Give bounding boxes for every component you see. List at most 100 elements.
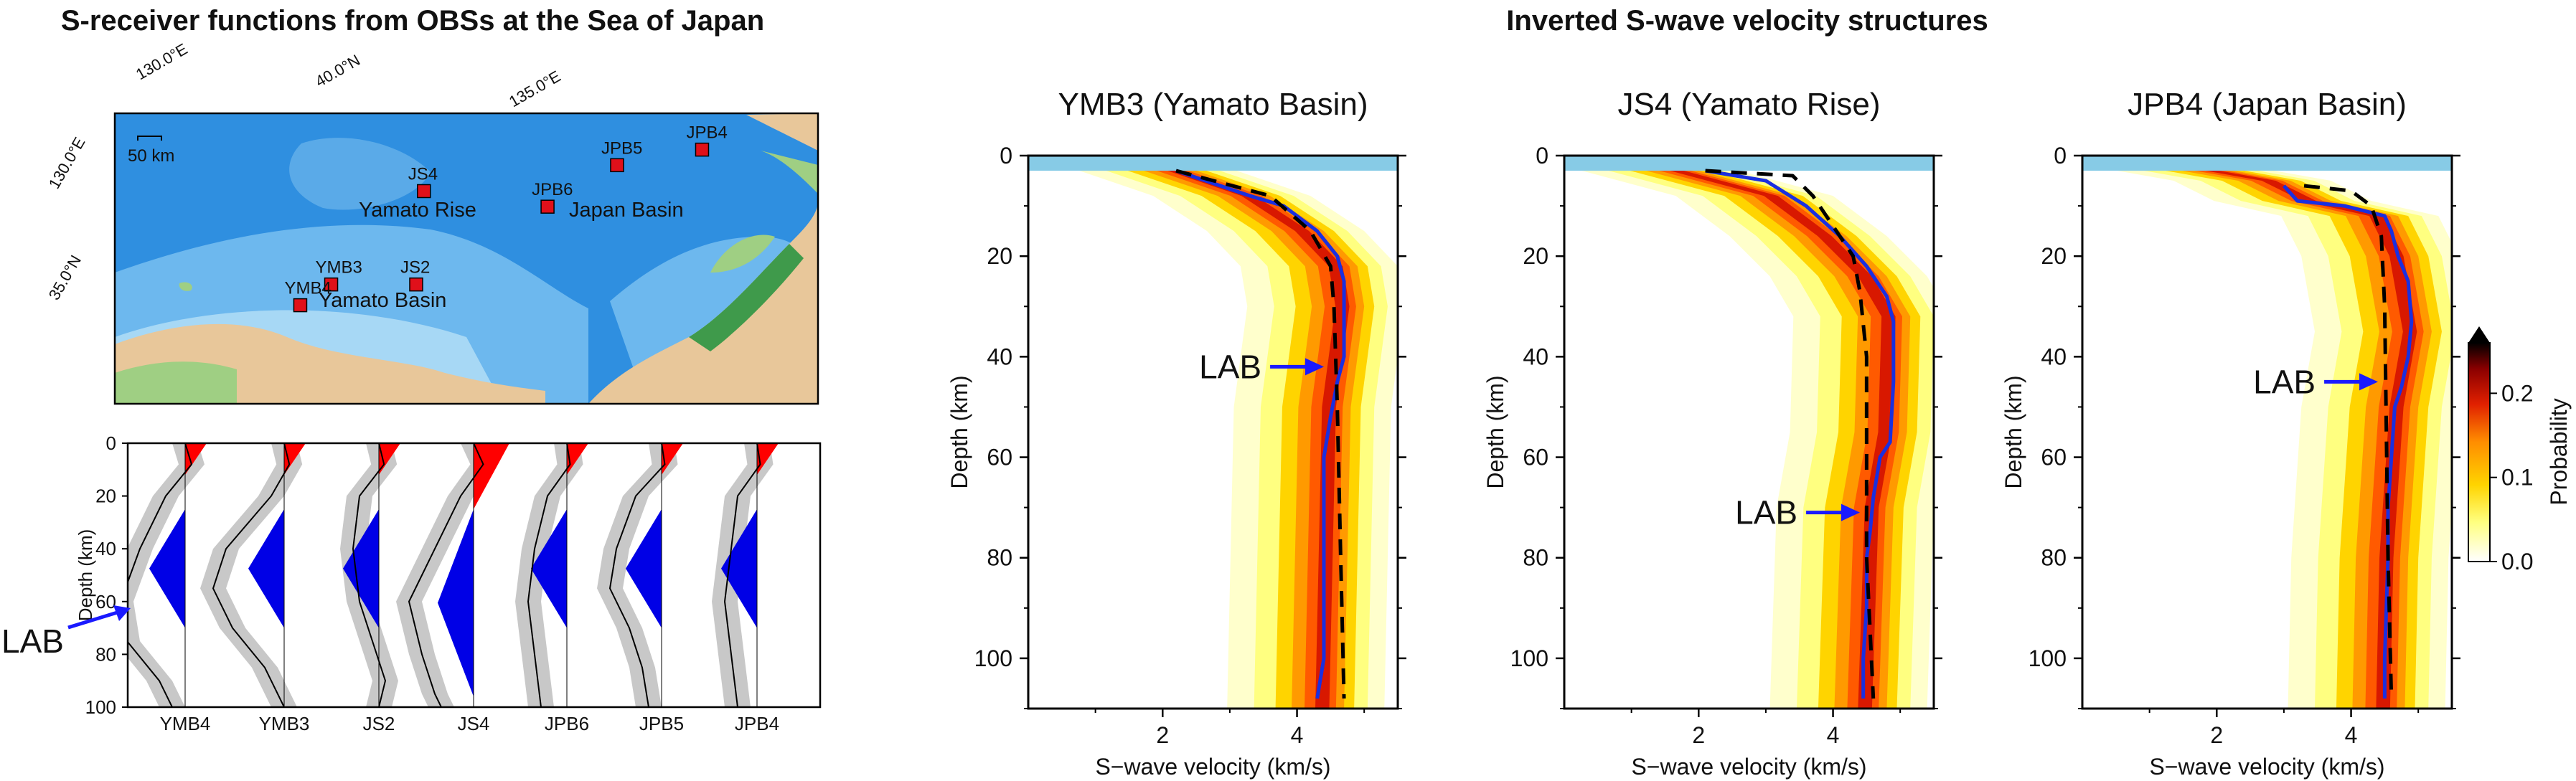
station-label-jpb6: JPB6 <box>532 180 573 199</box>
map-frame <box>113 112 819 405</box>
rf-negative-phase <box>531 509 567 628</box>
north-green <box>761 151 818 194</box>
station-marker-js2 <box>409 277 423 292</box>
rf-ytick-label: 80 <box>95 643 116 665</box>
lab-arrow-head <box>1841 503 1860 521</box>
probability-heatmap <box>2082 156 2452 709</box>
colorbar-gradient <box>2468 342 2491 562</box>
xtick-label: 4 <box>1291 722 1304 748</box>
lab-label: LAB <box>1199 348 1261 385</box>
panel-frame <box>2081 154 2453 710</box>
rf-positive-phase <box>474 443 509 509</box>
rf-trace-jpb6 <box>527 443 571 707</box>
station-label-js2: JS2 <box>400 258 430 278</box>
initial-model-line <box>2303 184 2394 699</box>
rf-uncertainty-band <box>515 443 583 707</box>
velocity-panel-title: JPB4 (Japan Basin) <box>2128 87 2407 122</box>
rf-station-label-js2: JS2 <box>363 713 395 734</box>
rf-lab-label: LAB <box>1 623 64 660</box>
water-layer <box>1564 156 1934 171</box>
heat-band <box>2082 156 2442 709</box>
rf-station-label-jpb6: JPB6 <box>545 713 589 734</box>
ylabel: Depth (km) <box>946 375 972 488</box>
rf-lab-arrow <box>67 605 131 630</box>
left-label-130: 130.0°E <box>45 134 89 192</box>
ylabel: Depth (km) <box>1482 375 1508 488</box>
station-markers: JS4 JPB5 JPB4 JPB6 YMB3 JS2 YMB4 <box>284 123 728 313</box>
station-marker-ymb4 <box>293 298 308 313</box>
right-panel-title: Inverted S-wave velocity structures <box>1506 5 1988 37</box>
sado-island <box>710 235 775 273</box>
heat-band <box>2120 156 2417 709</box>
rf-positive-phase <box>757 443 779 475</box>
inverted-model-line <box>1705 169 1896 699</box>
region-label-japan-basin: Japan Basin <box>569 199 684 222</box>
xtick-label: 4 <box>2345 722 2358 748</box>
panel-frame <box>1027 154 1399 710</box>
xtick-label: 4 <box>1827 722 1840 748</box>
ytick-label: 60 <box>2041 445 2067 470</box>
probability-colorbar: 0.0 0.1 0.2 Probability <box>2468 326 2572 574</box>
rf-ytick-label: 20 <box>95 486 116 507</box>
panel-frame <box>1563 154 1935 710</box>
ytick-label: 80 <box>2041 545 2067 571</box>
ytick-label: 100 <box>1510 645 1548 671</box>
ytick-label: 0 <box>1000 143 1012 169</box>
heat-band <box>1157 156 1356 709</box>
rf-ytick-label: 100 <box>85 696 116 718</box>
scale-label: 50 km <box>128 146 174 166</box>
velocity-panel-2: JS4 (Yamato Rise) 0 20 40 60 80 100 2 4 S−wave ve… <box>1482 87 1942 780</box>
yamato-rise-shoal <box>289 138 431 210</box>
ytick-label: 20 <box>987 243 1012 269</box>
rf-frame <box>126 442 822 709</box>
region-label-yamato-rise: Yamato Rise <box>359 199 476 222</box>
rf-trace-jpb5 <box>608 443 666 707</box>
rf-trace-js2 <box>352 443 387 707</box>
water-layer <box>2082 156 2452 171</box>
probability-heatmap <box>1028 156 1398 709</box>
lon-label-135: 135.0°E <box>506 67 564 110</box>
station-marker-jpb6 <box>540 199 555 214</box>
heat-band <box>1670 156 1896 709</box>
rf-uncertainty-band <box>200 443 303 707</box>
initial-model-line <box>1705 169 1876 699</box>
xtick-label: 2 <box>1692 722 1705 748</box>
ylabel: Depth (km) <box>2001 375 2026 488</box>
rf-trace-ymb3 <box>212 443 291 707</box>
lab-arrow-head <box>1305 358 1324 376</box>
east-honshu-land <box>588 201 818 404</box>
rf-station-label-js4: JS4 <box>458 713 490 734</box>
lat-label-40: 40.0°N <box>312 51 363 90</box>
rf-negative-phase <box>248 509 284 628</box>
lab-label: LAB <box>1735 494 1797 531</box>
scale-bar <box>137 136 162 141</box>
rf-ytick-label: 0 <box>106 432 116 454</box>
rf-positive-phase <box>567 443 588 475</box>
rf-negative-phase <box>149 509 185 628</box>
receiver-function-panel: 0 20 40 60 80 100 Depth (km) YMB4 YMB3 JS2 JS4 JP… <box>1 432 822 734</box>
heat-band <box>2110 156 2424 709</box>
ytick-label: 60 <box>1523 445 1548 470</box>
xlabel: S−wave velocity (km/s) <box>2149 754 2384 780</box>
ytick-label: 100 <box>2029 645 2067 671</box>
station-marker-ymb3 <box>324 277 339 292</box>
rf-positive-phase <box>284 443 306 475</box>
water-layer <box>1028 156 1398 171</box>
rf-station-label-ymb4: YMB4 <box>160 713 211 734</box>
rf-station-label-jpb5: JPB5 <box>639 713 684 734</box>
ytick-label: 40 <box>1523 344 1548 369</box>
station-label-jpb4: JPB4 <box>686 123 727 143</box>
heat-band <box>2097 156 2432 709</box>
colorbar-tick-label: 0.1 <box>2501 465 2533 491</box>
ytick-label: 40 <box>987 344 1012 369</box>
rf-negative-phase <box>721 509 757 628</box>
ytick-label: 40 <box>2041 344 2067 369</box>
rf-ytick-label: 40 <box>95 538 116 559</box>
station-label-ymb3: YMB3 <box>316 258 362 278</box>
mountains-green <box>689 244 804 351</box>
ytick-label: 0 <box>2054 143 2067 169</box>
rf-uncertainty-band <box>128 443 205 707</box>
colorbar-tick-label: 0.2 <box>2501 380 2533 406</box>
lab-label: LAB <box>2253 363 2316 400</box>
